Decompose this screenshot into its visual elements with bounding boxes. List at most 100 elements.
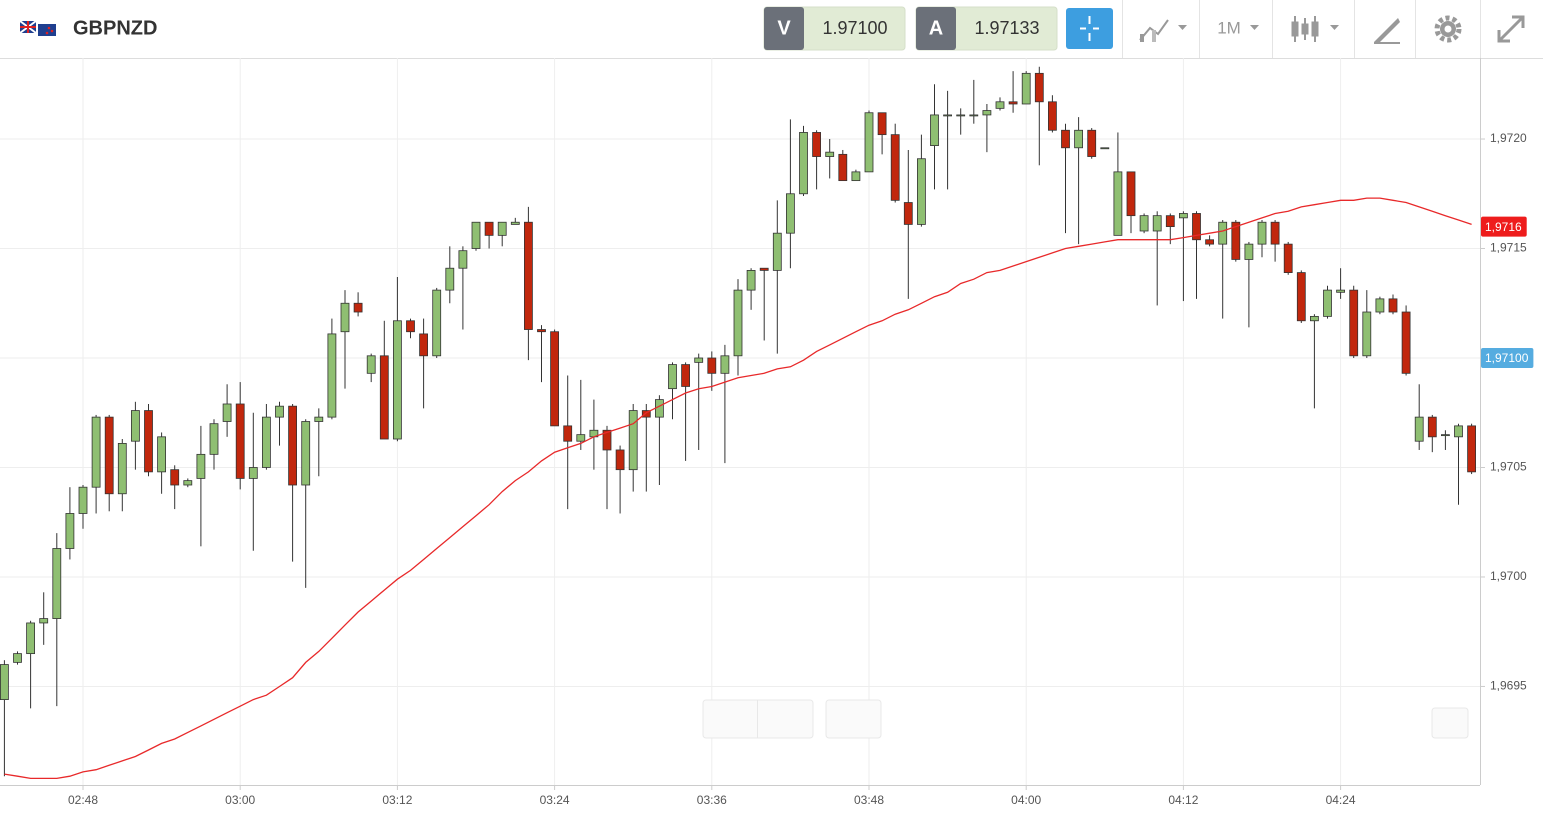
candle-body bbox=[1021, 72, 1031, 105]
candle-body bbox=[1388, 298, 1398, 313]
candle-body bbox=[1192, 213, 1201, 241]
candle-body bbox=[117, 442, 127, 495]
candle-body bbox=[130, 410, 140, 442]
x-tick-label: 02:48 bbox=[68, 793, 98, 807]
candle-body bbox=[576, 434, 586, 442]
chart-type-button[interactable] bbox=[1139, 19, 1187, 42]
marks bbox=[0, 66, 1476, 780]
candle-body bbox=[301, 421, 311, 486]
candle-body bbox=[209, 423, 219, 455]
y-tick-label: 1,9695 bbox=[1490, 679, 1527, 693]
candle-body bbox=[392, 320, 402, 440]
candle-body bbox=[1362, 311, 1372, 357]
candle-body bbox=[327, 333, 337, 418]
candle-body bbox=[772, 232, 782, 271]
candle-body bbox=[419, 333, 429, 357]
candle-body bbox=[956, 114, 966, 117]
candle-body bbox=[733, 289, 743, 357]
candle-body bbox=[615, 449, 625, 471]
candle-body bbox=[379, 355, 389, 440]
candle-body bbox=[602, 429, 612, 451]
candle-style-button[interactable] bbox=[1291, 16, 1339, 42]
candle-body bbox=[0, 664, 9, 700]
candle-body bbox=[1113, 171, 1123, 236]
candle-body bbox=[471, 221, 481, 249]
price-marker-box bbox=[1481, 347, 1534, 368]
candle-body bbox=[694, 357, 704, 363]
candle-body bbox=[183, 480, 193, 486]
candle-body bbox=[1467, 425, 1476, 473]
candle-body bbox=[1152, 215, 1162, 232]
candle-body bbox=[1126, 171, 1136, 217]
candle-body bbox=[170, 469, 180, 486]
nav-button[interactable] bbox=[1431, 707, 1469, 739]
candle-body bbox=[65, 513, 75, 549]
candle-body bbox=[1218, 221, 1228, 245]
price-marker-label: 1,97100 bbox=[1485, 351, 1529, 365]
x-tick-label: 03:00 bbox=[225, 793, 255, 807]
candle-body bbox=[445, 267, 455, 291]
fullscreen-button[interactable] bbox=[1497, 15, 1525, 43]
candle-body bbox=[641, 410, 651, 418]
candle-body bbox=[1074, 129, 1083, 149]
navigation-buttons bbox=[702, 699, 1469, 739]
sell-button[interactable]: V 1.97100 bbox=[763, 6, 906, 51]
buy-price: 1.97133 bbox=[974, 18, 1039, 38]
candle-body bbox=[340, 302, 350, 333]
candle-body bbox=[1270, 221, 1280, 245]
timeframe-button[interactable]: 1M bbox=[1217, 18, 1259, 37]
candle-body bbox=[91, 416, 101, 488]
candle-body bbox=[668, 364, 677, 390]
candle-body bbox=[353, 302, 363, 313]
buy-button[interactable]: A 1.97133 bbox=[915, 6, 1058, 51]
price-marker-label: 1,9716 bbox=[1485, 220, 1522, 234]
draw-tool-button[interactable] bbox=[1374, 18, 1400, 44]
candle-body bbox=[1165, 215, 1175, 228]
y-tick-label: 1,9700 bbox=[1490, 569, 1527, 583]
candle-body bbox=[157, 436, 167, 473]
candle-body bbox=[1441, 434, 1450, 437]
candle-body bbox=[537, 329, 546, 333]
candle-body bbox=[1061, 129, 1070, 149]
candle-body bbox=[1205, 239, 1214, 245]
candle-body bbox=[982, 110, 992, 116]
y-tick-label: 1,9705 bbox=[1490, 460, 1527, 474]
candle-body bbox=[550, 331, 559, 427]
candle-body bbox=[1375, 298, 1385, 313]
x-tick-label: 03:24 bbox=[540, 793, 570, 807]
candle-body bbox=[864, 112, 874, 173]
symbol: GBPNZD bbox=[73, 17, 157, 39]
candle-body bbox=[655, 399, 664, 418]
price-marker: 1,97100 bbox=[1481, 347, 1534, 368]
candle-body bbox=[144, 410, 153, 473]
candle-body bbox=[26, 622, 36, 655]
x-tick-label: 04:00 bbox=[1011, 793, 1041, 807]
candle-body bbox=[13, 653, 22, 663]
candle-body bbox=[432, 289, 442, 357]
settings-button[interactable] bbox=[1434, 15, 1462, 43]
moving-average-line bbox=[4, 197, 1472, 780]
candle-body bbox=[524, 221, 533, 330]
candle-body bbox=[366, 355, 376, 374]
candle-body bbox=[759, 267, 769, 271]
candle-body bbox=[1244, 243, 1254, 260]
candle-body bbox=[406, 320, 415, 333]
buy-label: A bbox=[929, 17, 943, 39]
nav-button[interactable] bbox=[825, 699, 882, 739]
candle-body bbox=[1283, 243, 1293, 273]
candle-body bbox=[1231, 221, 1241, 260]
candle-body bbox=[248, 467, 258, 479]
candle-body bbox=[1100, 147, 1110, 150]
candle-body bbox=[497, 221, 507, 236]
candle-body bbox=[890, 134, 900, 201]
candle-body bbox=[484, 221, 494, 236]
candle-body bbox=[314, 416, 324, 422]
crosshair-button[interactable] bbox=[1066, 8, 1113, 49]
candle-body bbox=[825, 151, 835, 157]
candle-body bbox=[1296, 272, 1306, 322]
price-marker-box bbox=[1481, 216, 1527, 237]
candle-body bbox=[1414, 416, 1424, 442]
candle-body bbox=[1454, 425, 1463, 438]
